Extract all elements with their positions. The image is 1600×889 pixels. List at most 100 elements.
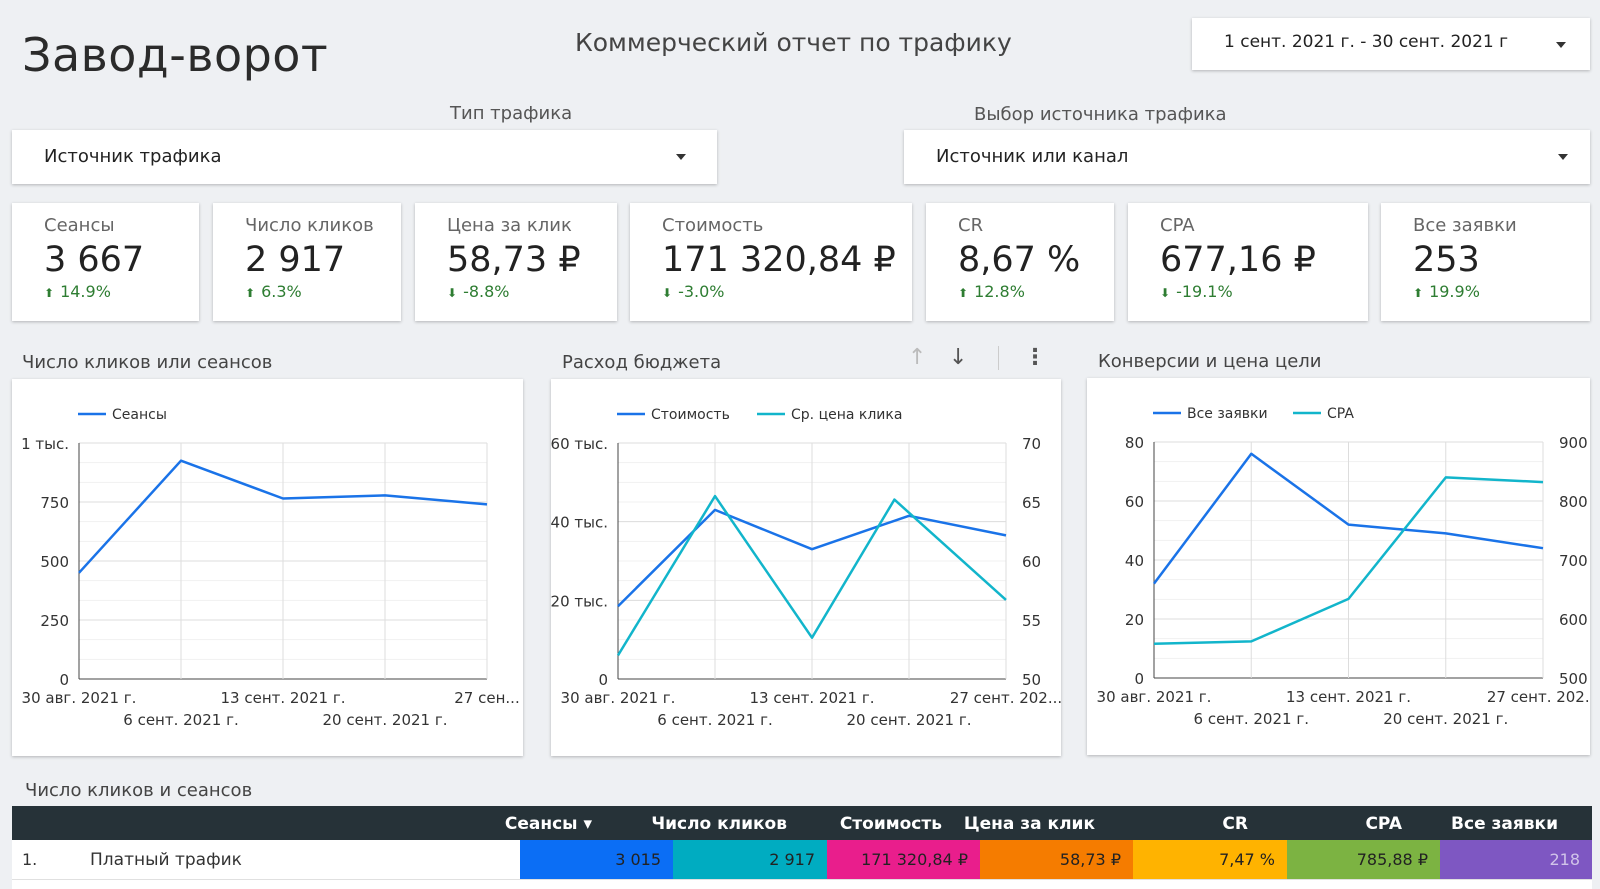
series-line <box>616 494 1007 657</box>
y2-tick-label: 700 <box>1559 552 1588 570</box>
traffic-type-value: Источник трафика <box>44 146 222 167</box>
traffic-source-label: Выбор источника трафика <box>974 104 1227 125</box>
kpi-card: Цена за клик 58,73 ₽ ⬇ -8.8% <box>415 203 617 321</box>
chart-title: Конверсии и цена цели <box>1098 351 1322 372</box>
more-vert-icon[interactable]: ⋮ <box>1024 345 1046 370</box>
x-tick-label: 13 сент. 2021 г. <box>749 689 874 707</box>
kpi-value: 2 917 <box>245 240 346 280</box>
y-tick-label: 0 <box>598 671 608 689</box>
table-row[interactable]: 1. Платный трафик 3 015 2 917 171 320,84… <box>12 840 1592 879</box>
arrow-up-icon: ⬆ <box>245 286 256 300</box>
kpi-delta: ⬇ -8.8% <box>447 282 510 301</box>
column-header-cpc[interactable]: Цена за клик <box>963 814 1095 834</box>
chevron-down-icon <box>1556 42 1566 48</box>
cell-clicks: 2 917 <box>673 840 827 879</box>
x-tick-label: 30 авг. 2021 г. <box>1097 688 1212 706</box>
column-header-cost[interactable]: Стоимость <box>839 814 942 834</box>
y2-tick-label: 500 <box>1559 670 1588 688</box>
cell-cr: 7,47 % <box>1133 840 1287 879</box>
kpi-value: 3 667 <box>44 240 145 280</box>
column-header-cr[interactable]: CR <box>1222 814 1248 834</box>
arrow-down-icon: ⬇ <box>662 286 673 300</box>
kpi-value: 171 320,84 ₽ <box>662 240 896 280</box>
date-range-value: 1 сент. 2021 г. - 30 сент. 2021 г <box>1224 32 1509 52</box>
column-header-clicks[interactable]: Число кликов <box>651 814 787 834</box>
arrow-up-icon: ⬆ <box>958 286 969 300</box>
kpi-label: CR <box>958 215 984 236</box>
kpi-label: Все заявки <box>1413 215 1517 236</box>
y2-tick-label: 50 <box>1022 671 1041 689</box>
y-tick-label: 60 тыс. <box>551 435 608 453</box>
y2-tick-label: 65 <box>1022 494 1041 512</box>
brand-title: Завод-ворот <box>22 28 329 82</box>
kpi-label: Стоимость <box>662 215 764 236</box>
table-header: Сеансы ▾ Число кликов Стоимость Цена за … <box>12 806 1592 840</box>
kpi-label: Число кликов <box>245 215 374 236</box>
traffic-type-dropdown[interactable]: Источник трафика <box>12 130 717 184</box>
x-tick-label: 6 сент. 2021 г. <box>657 711 772 729</box>
x-tick-label: 27 сен... <box>454 689 519 707</box>
chevron-down-icon <box>676 154 686 160</box>
arrow-up-icon: ⬆ <box>1413 286 1424 300</box>
y2-tick-label: 70 <box>1022 435 1041 453</box>
kpi-delta: ⬇ -3.0% <box>662 282 725 301</box>
y-tick-label: 1 тыс. <box>21 435 69 453</box>
kpi-value: 677,16 ₽ <box>1160 240 1316 280</box>
arrow-up-icon[interactable]: ↑ <box>908 345 927 370</box>
x-tick-label: 13 сент. 2021 г. <box>1286 688 1411 706</box>
cell-cpa: 785,88 ₽ <box>1287 840 1440 879</box>
x-tick-label: 27 сент. 202... <box>950 689 1061 707</box>
kpi-delta: ⬆ 12.8% <box>958 282 1025 301</box>
x-tick-label: 6 сент. 2021 г. <box>123 711 238 729</box>
date-range-picker[interactable]: 1 сент. 2021 г. - 30 сент. 2021 г <box>1192 18 1590 70</box>
kpi-card: Стоимость 171 320,84 ₽ ⬇ -3.0% <box>630 203 912 321</box>
chart-card-conversions: 0 20 40 60 80 500 600 700 800 900 30 авг. 2021 г. 6… <box>1087 378 1600 755</box>
kpi-delta: ⬇ -19.1% <box>1160 282 1233 301</box>
y2-tick-label: 60 <box>1022 553 1041 571</box>
legend-label: Все заявки <box>1187 406 1268 422</box>
chart-conversions: 0 20 40 60 80 500 600 700 800 900 30 авг. 2021 г. 6… <box>1097 406 1600 728</box>
y-tick-label: 40 <box>1125 552 1144 570</box>
column-header-cpa[interactable]: CPA <box>1365 814 1402 834</box>
kpi-delta: ⬆ 14.9% <box>44 282 111 301</box>
legend-label: Ср. цена клика <box>791 407 902 423</box>
x-tick-label: 6 сент. 2021 г. <box>1194 710 1309 728</box>
kpi-value: 8,67 % <box>958 240 1081 280</box>
kpi-card: CPA 677,16 ₽ ⬇ -19.1% <box>1128 203 1368 321</box>
x-tick-label: 20 сент. 2021 г. <box>846 711 971 729</box>
y2-tick-label: 55 <box>1022 612 1041 630</box>
series-line <box>78 459 488 574</box>
cell-cpc: 58,73 ₽ <box>980 840 1133 879</box>
x-tick-label: 13 сент. 2021 г. <box>220 689 345 707</box>
table-row <box>12 879 1592 889</box>
y-tick-label: 20 <box>1125 611 1144 629</box>
y-tick-label: 0 <box>1134 670 1144 688</box>
traffic-type-label: Тип трафика <box>450 103 573 124</box>
arrow-down-icon: ⬇ <box>1160 286 1171 300</box>
series-line <box>617 508 1007 608</box>
series-line <box>1152 452 1544 585</box>
y-tick-label: 40 тыс. <box>551 514 608 532</box>
traffic-source-value: Источник или канал <box>936 146 1129 167</box>
y-tick-label: 250 <box>40 612 69 630</box>
kpi-label: Сеансы <box>44 215 115 236</box>
arrow-up-icon: ⬆ <box>44 286 55 300</box>
row-name: Платный трафик <box>90 850 242 870</box>
kpi-delta: ⬆ 6.3% <box>245 282 302 301</box>
chevron-down-icon <box>1558 154 1568 160</box>
kpi-label: CPA <box>1160 215 1195 236</box>
sort-desc-icon: ▾ <box>583 814 592 834</box>
cell-cost: 171 320,84 ₽ <box>827 840 980 879</box>
column-header-leads[interactable]: Все заявки <box>1451 814 1558 834</box>
toolbar-divider <box>998 346 999 370</box>
chart-title: Число кликов или сеансов <box>22 352 273 373</box>
x-tick-label: 20 сент. 2021 г. <box>1383 710 1508 728</box>
traffic-source-dropdown[interactable]: Источник или канал <box>904 130 1590 184</box>
column-header-sessions[interactable]: Сеансы ▾ <box>504 814 592 834</box>
series-line <box>1153 476 1544 646</box>
arrow-down-icon[interactable]: ↓ <box>949 345 968 370</box>
kpi-card: Число кликов 2 917 ⬆ 6.3% <box>213 203 401 321</box>
y-tick-label: 0 <box>59 671 69 689</box>
y-tick-label: 60 <box>1125 493 1144 511</box>
y-tick-label: 80 <box>1125 434 1144 452</box>
